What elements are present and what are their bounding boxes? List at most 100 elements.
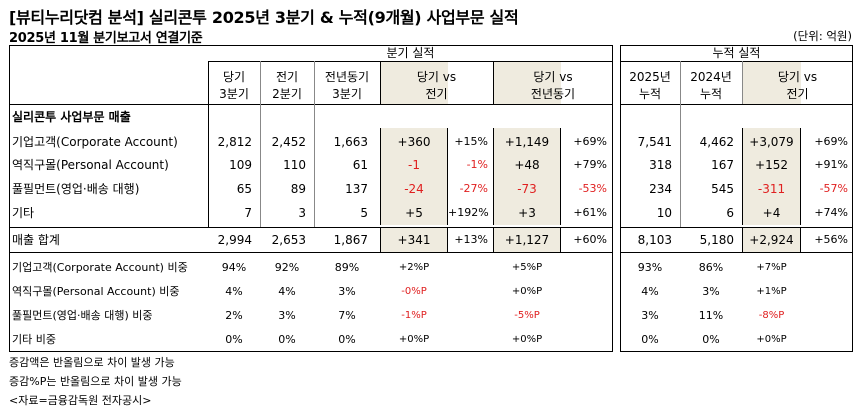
header-bottom-line-cum bbox=[620, 104, 853, 105]
ratio-c-delta: -8%P bbox=[758, 310, 785, 321]
ratio-c-2024: 86% bbox=[698, 261, 724, 274]
ratio-label: 기업고객(Corporate Account) 비중 bbox=[12, 261, 188, 274]
cell-c-2025: 7,541 bbox=[637, 135, 672, 149]
ratio-c-2025: 4% bbox=[641, 285, 659, 298]
total-c-delta: +2,924 bbox=[749, 233, 794, 247]
col-divider-cum-1 bbox=[680, 61, 681, 227]
ratio-q-yoy: 3% bbox=[338, 285, 356, 298]
cell-c-pct: -57% bbox=[819, 182, 848, 195]
note-rounding-pp: 증감%P는 반올림으로 차이 발생 가능 bbox=[9, 375, 182, 388]
ratio-q-cur: 0% bbox=[225, 333, 243, 346]
header-c-vs-1: 당기 vs bbox=[777, 70, 818, 84]
total-q-delta-yoy: +1,127 bbox=[504, 233, 550, 247]
cell-q-delta-prev: -1 bbox=[408, 158, 420, 172]
ratio-c-2024: 0% bbox=[702, 333, 720, 346]
ratio-q-yoy: 89% bbox=[334, 261, 360, 274]
ratio-label: 기타 비중 bbox=[12, 333, 56, 346]
total-c-2025: 8,103 bbox=[637, 233, 672, 247]
total-top-line bbox=[9, 227, 613, 228]
ratio-c-2024: 3% bbox=[702, 285, 720, 298]
header-c-2024-2: 누적 bbox=[699, 87, 723, 101]
total-q-cur: 2,994 bbox=[217, 233, 252, 247]
ratio-c-delta: +7%P bbox=[756, 262, 787, 273]
total-q-yoy: 1,867 bbox=[333, 233, 368, 247]
ratio-c-2024: 11% bbox=[698, 309, 724, 322]
col-divider-1 bbox=[260, 61, 261, 227]
shade-q-vs-prev-header bbox=[380, 62, 448, 104]
cell-q-pct-prev: +15% bbox=[454, 135, 488, 148]
ratio-q-yoy: 0% bbox=[338, 333, 356, 346]
cell-q-prev: 2,452 bbox=[271, 135, 306, 149]
col-divider-2 bbox=[314, 61, 315, 227]
row-label: 역직구몰(Personal Account) bbox=[12, 158, 169, 172]
unit-label: (단위: 억원) bbox=[793, 29, 852, 43]
page-subtitle: 2025년 11월 분기보고서 연결기준 bbox=[9, 31, 203, 46]
total-bottom-line-cum bbox=[620, 252, 853, 253]
cell-q-pct-yoy: -53% bbox=[578, 182, 607, 195]
ratio-c-2025: 3% bbox=[641, 309, 659, 322]
shade-q-vs-yoy-total bbox=[493, 228, 561, 252]
header-c-2025-1: 2025년 bbox=[629, 70, 671, 84]
header-c-2024-1: 2024년 bbox=[690, 70, 732, 84]
cell-q-pct-yoy: +79% bbox=[573, 158, 607, 171]
cell-q-cur: 65 bbox=[236, 182, 252, 196]
header-q-cur-1: 당기 bbox=[222, 70, 246, 84]
cell-q-delta-yoy: +3 bbox=[518, 206, 536, 220]
ratio-q-delta-yoy: +5%P bbox=[511, 262, 543, 273]
cell-q-delta-prev: +5 bbox=[405, 206, 423, 220]
header-q-cur-2: 3분기 bbox=[219, 87, 249, 101]
total-label: 매출 합계 bbox=[12, 233, 60, 247]
header-c-vs-2: 전기 bbox=[786, 87, 809, 101]
cell-c-2025: 318 bbox=[649, 158, 672, 172]
cell-c-2025: 234 bbox=[649, 182, 672, 196]
cell-q-yoy: 5 bbox=[360, 206, 368, 220]
group-header-divider bbox=[208, 61, 613, 62]
cell-c-pct: +91% bbox=[814, 158, 848, 171]
cell-c-delta: -311 bbox=[757, 182, 786, 196]
cell-c-2024: 167 bbox=[711, 158, 734, 172]
note-rounding: 증감액은 반올림으로 차이 발생 가능 bbox=[9, 356, 175, 369]
cell-q-delta-yoy: +1,149 bbox=[504, 135, 550, 149]
total-top-line-cum bbox=[620, 227, 853, 228]
section-label: 실리콘투 사업부문 매출 bbox=[12, 110, 131, 124]
cell-q-yoy: 137 bbox=[345, 182, 368, 196]
group-header-divider-cum bbox=[620, 61, 853, 62]
total-q-pct-yoy: +60% bbox=[573, 233, 607, 246]
ratio-label: 역직구몰(Personal Account) 비중 bbox=[12, 285, 180, 298]
cell-c-2024: 6 bbox=[726, 206, 734, 220]
ratio-c-delta: +0%P bbox=[756, 334, 787, 345]
header-q-yoy-1: 전년동기 bbox=[324, 70, 370, 84]
cell-q-prev: 3 bbox=[298, 206, 306, 220]
cell-c-2024: 545 bbox=[711, 182, 734, 196]
cell-q-yoy: 1,663 bbox=[333, 135, 368, 149]
shade-c-vs-header bbox=[742, 62, 801, 104]
cell-q-pct-yoy: +61% bbox=[573, 206, 607, 219]
header-q-vs-yoy-2: 전년동기 bbox=[530, 87, 576, 101]
ratio-q-cur: 2% bbox=[225, 309, 243, 322]
cell-q-prev: 110 bbox=[283, 158, 306, 172]
cell-q-delta-prev: +360 bbox=[397, 135, 431, 149]
header-q-vs-prev-1: 당기 vs bbox=[416, 70, 457, 84]
cell-q-pct-prev: -1% bbox=[466, 158, 488, 171]
shade-q-vs-prev-body bbox=[380, 128, 448, 225]
col-divider-4 bbox=[493, 61, 494, 104]
cumulative-group-header: 누적 실적 bbox=[712, 46, 761, 60]
quarterly-group-header: 분기 실적 bbox=[386, 46, 435, 60]
row-label: 풀필먼트(영업·배송 대행) bbox=[12, 182, 140, 196]
ratio-q-yoy: 7% bbox=[338, 309, 356, 322]
cumulative-table-frame bbox=[620, 45, 853, 352]
cell-c-pct: +74% bbox=[814, 206, 848, 219]
cell-q-pct-prev: +192% bbox=[448, 206, 489, 219]
ratio-q-prev: 92% bbox=[274, 261, 300, 274]
cell-c-delta: +3,079 bbox=[749, 135, 794, 149]
cell-q-cur: 2,812 bbox=[217, 135, 252, 149]
header-q-vs-prev-2: 전기 bbox=[425, 87, 448, 101]
shade-q-vs-yoy-header bbox=[493, 62, 561, 104]
shade-q-vs-prev-total bbox=[380, 228, 448, 252]
cell-q-pct-yoy: +69% bbox=[573, 135, 607, 148]
col-divider-label bbox=[208, 61, 209, 227]
cell-c-2024: 4,462 bbox=[699, 135, 734, 149]
ratio-c-delta: +1%P bbox=[756, 286, 787, 297]
total-q-delta-prev: +341 bbox=[397, 233, 431, 247]
header-bottom-line bbox=[9, 104, 613, 105]
